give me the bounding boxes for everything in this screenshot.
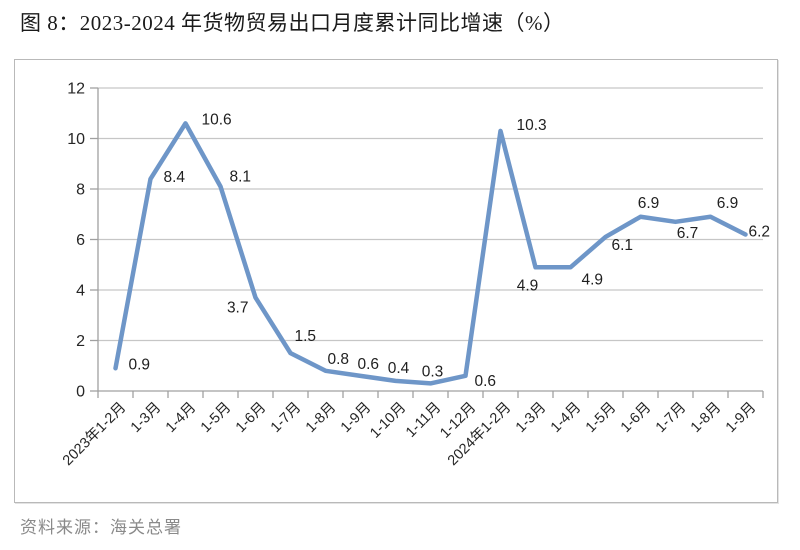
gridlines (98, 87, 763, 342)
data-label: 8.1 (230, 168, 252, 185)
data-label: 6.9 (638, 195, 660, 212)
x-tick-label: 1-4月 (548, 400, 584, 436)
axes (90, 87, 764, 398)
x-tick-label: 1-6月 (618, 400, 654, 436)
y-tick-label: 8 (76, 182, 85, 199)
x-tick-label: 1-10月 (367, 400, 409, 442)
figure-title: 图 8：2023-2024 年货物贸易出口月度累计同比增速（%） (20, 11, 565, 35)
data-label: 0.6 (475, 373, 497, 390)
data-labels: 0.9 8.4 10.6 8.1 3.7 1.5 0.8 0.6 0.4 0.3 0.6 10.3 4.… (129, 111, 771, 390)
x-axis-labels: 2023年1-2月1-3月1-4月1-5月1-6月1-7月1-8月1-9月1-1… (59, 399, 759, 469)
x-tick-label: 1-6月 (233, 400, 269, 436)
data-label: 10.3 (517, 117, 547, 134)
data-label: 3.7 (227, 300, 249, 317)
data-label: 6.7 (677, 225, 699, 242)
y-tick-label: 2 (76, 333, 85, 350)
data-label: 0.3 (422, 363, 444, 380)
y-tick-label: 10 (67, 131, 85, 148)
data-label: 8.4 (164, 169, 186, 186)
data-label: 4.9 (582, 271, 604, 288)
x-tick-label: 1-5月 (198, 400, 234, 436)
x-tick-label: 1-4月 (163, 400, 199, 436)
y-tick-label: 0 (76, 384, 85, 401)
series-line (113, 121, 748, 386)
data-label: 6.1 (612, 237, 634, 254)
line-chart: 0246810122023年1-2月1-3月1-4月1-5月1-6月1-7月1-… (59, 81, 771, 469)
data-label: 0.6 (358, 356, 380, 373)
x-tick-label: 1-8月 (303, 400, 339, 436)
x-tick-label: 1-3月 (513, 400, 549, 436)
x-tick-label: 1-5月 (583, 400, 619, 436)
data-label: 0.9 (129, 356, 151, 373)
y-axis-labels: 0 2 4 6 8 10 12 (67, 81, 85, 401)
x-tick-label: 1-7月 (653, 400, 689, 436)
chart-frame: 0 2 4 6 8 10 12 2023年1-2月 1-3月 1-4月 1-5月 1-6月 1-7月 1-… (14, 59, 778, 503)
data-label: 0.4 (388, 360, 410, 377)
x-tick-label: 1-3月 (128, 400, 164, 436)
x-tick-label: 1-9月 (723, 400, 759, 436)
x-tick-label: 1-11月 (403, 400, 444, 441)
y-tick-label: 6 (76, 232, 85, 249)
y-tick-label: 12 (67, 81, 85, 98)
x-tick-label: 1-7月 (268, 400, 304, 436)
data-label: 1.5 (295, 328, 317, 345)
data-label: 10.6 (202, 111, 232, 128)
x-tick-label: 2023年1-2月 (59, 399, 129, 469)
data-label: 0.8 (328, 351, 350, 368)
x-tick-label: 1-8月 (688, 400, 724, 436)
series (113, 121, 748, 386)
data-label: 6.2 (749, 223, 771, 240)
y-tick-label: 4 (76, 283, 85, 300)
figure-source: 资料来源：海关总署 (20, 518, 182, 537)
data-label: 4.9 (517, 277, 539, 294)
data-label: 6.9 (717, 195, 739, 212)
